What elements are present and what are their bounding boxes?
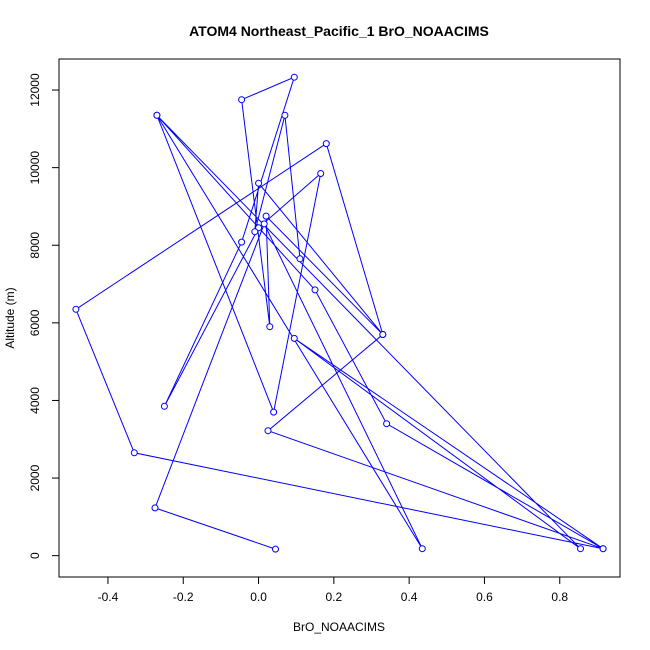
data-point xyxy=(262,212,270,220)
plot-frame xyxy=(58,58,621,578)
data-point xyxy=(317,170,325,177)
x-tick-label: -0.4 xyxy=(98,590,119,604)
y-tick-label: 10000 xyxy=(28,151,42,185)
y-axis-label: Altitude (m) xyxy=(3,287,17,348)
data-point xyxy=(266,323,274,331)
data-point xyxy=(153,111,161,119)
plot-area xyxy=(72,73,607,553)
x-tick-label: 0.6 xyxy=(476,590,493,604)
y-tick-label: 6000 xyxy=(28,309,42,336)
data-point xyxy=(290,334,298,342)
y-tick-label: 0 xyxy=(28,552,42,559)
x-tick-label: 0.2 xyxy=(326,590,343,604)
data-point xyxy=(272,545,279,553)
data-point xyxy=(296,255,304,263)
x-tick-label: 0.4 xyxy=(401,590,418,604)
data-point xyxy=(599,545,607,553)
data-point xyxy=(151,504,159,512)
data-point xyxy=(251,228,259,236)
data-point xyxy=(322,140,330,148)
data-point xyxy=(290,73,298,81)
x-axis: -0.4 -0.2 0.0 0.2 0.4 0.6 0.8 xyxy=(98,576,568,604)
data-point xyxy=(264,427,272,435)
data-point xyxy=(260,220,268,228)
y-tick-label: 4000 xyxy=(28,387,42,414)
data-point xyxy=(255,179,263,187)
data-point xyxy=(418,545,426,553)
data-point xyxy=(160,402,168,410)
data-point xyxy=(311,286,319,294)
chart-title: ATOM4 Northeast_Pacific_1 BrO_NOAACIMS xyxy=(189,23,489,39)
data-point xyxy=(577,545,584,553)
data-point xyxy=(379,331,387,338)
data-point xyxy=(238,238,246,246)
x-axis-label: BrO_NOAACIMS xyxy=(293,620,385,634)
data-point xyxy=(238,96,246,104)
y-tick-label: 12000 xyxy=(28,73,42,107)
x-tick-label: 0.0 xyxy=(250,590,267,604)
y-tick-label: 8000 xyxy=(28,232,42,259)
data-point xyxy=(281,111,289,119)
data-point xyxy=(130,449,138,457)
y-tick-label: 2000 xyxy=(28,464,42,491)
data-point xyxy=(270,408,278,416)
x-tick-label: -0.2 xyxy=(173,590,194,604)
data-point xyxy=(72,305,80,313)
data-point xyxy=(383,420,391,428)
x-tick-label: 0.8 xyxy=(551,590,568,604)
